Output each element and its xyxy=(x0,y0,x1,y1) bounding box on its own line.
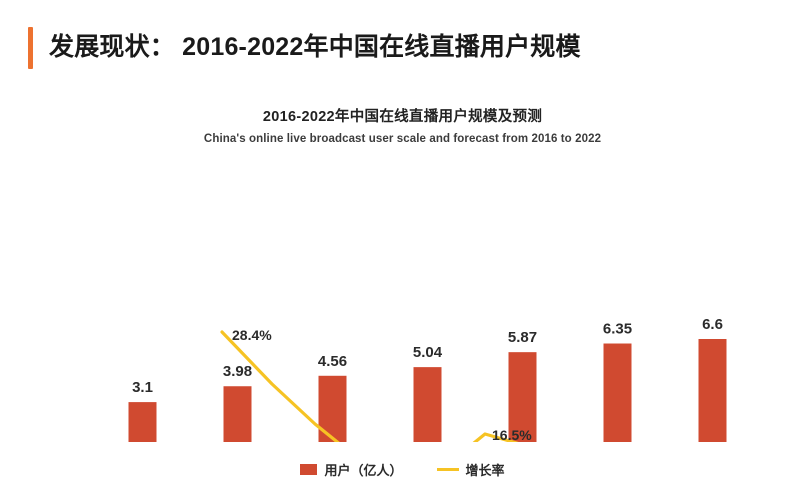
bar-value-label-2017: 3.98 xyxy=(223,363,252,380)
bar-2021 E xyxy=(603,343,632,442)
chart-container: 2016-2022年中国在线直播用户规模及预测 China's online l… xyxy=(0,108,805,488)
bar-2019 xyxy=(413,367,442,442)
legend-label-users: 用户（亿人） xyxy=(324,463,403,478)
chart-svg: 3.13.984.565.045.876.356.6 28.4%14.6%10.… xyxy=(128,316,727,442)
bar-value-label-2021 E: 6.35 xyxy=(603,321,632,338)
bar-swatch-icon xyxy=(300,464,318,475)
bar-2022 E xyxy=(698,339,727,442)
growth-rate-trend-line xyxy=(220,330,519,442)
bar-value-label-2022 E: 6.6 xyxy=(702,316,723,333)
bar-2020 xyxy=(508,352,537,442)
rate-label-2020: 16.5% xyxy=(492,427,532,442)
bar-value-label-2020: 5.87 xyxy=(508,329,537,346)
chart-title: 2016-2022年中国在线直播用户规模及预测 xyxy=(262,109,543,125)
rate-label-2017: 28.4% xyxy=(232,327,272,343)
bars-group xyxy=(128,339,727,442)
legend-item-users[interactable]: 用户（亿人） xyxy=(300,460,403,479)
legend-label-growth-rate: 增长率 xyxy=(465,463,505,478)
bar-value-label-2018: 4.56 xyxy=(318,353,347,370)
bar-value-label-2019: 5.04 xyxy=(413,344,443,361)
trend-line-group xyxy=(220,330,519,442)
legend-item-growth-rate[interactable]: 增长率 xyxy=(436,460,505,479)
page-title: 发展现状： 2016-2022年中国在线直播用户规模 xyxy=(49,33,581,62)
chart-plot-area: 3.13.984.565.045.876.356.6 28.4%14.6%10.… xyxy=(0,152,805,442)
chart-subtitle: China's online live broadcast user scale… xyxy=(203,132,602,145)
line-swatch-icon xyxy=(436,468,459,471)
chart-legend: 用户（亿人） 增长率 xyxy=(0,460,805,479)
rate-label-2018: 14.6% xyxy=(322,439,362,442)
bar-2017 xyxy=(223,386,252,442)
bar-2016 xyxy=(128,402,157,442)
title-accent-bar xyxy=(28,27,33,69)
bar-value-labels-group: 3.1 3.98 4.56 5.04 5.87 6.35 6.6 xyxy=(132,316,723,396)
bar-value-label-2016: 3.1 xyxy=(132,379,153,396)
rate-value-labels-group: 28.4%14.6%10.5%16.5%8.2%3.9% xyxy=(232,327,532,442)
slide-header: 发展现状： 2016-2022年中国在线直播用户规模 xyxy=(28,26,581,70)
